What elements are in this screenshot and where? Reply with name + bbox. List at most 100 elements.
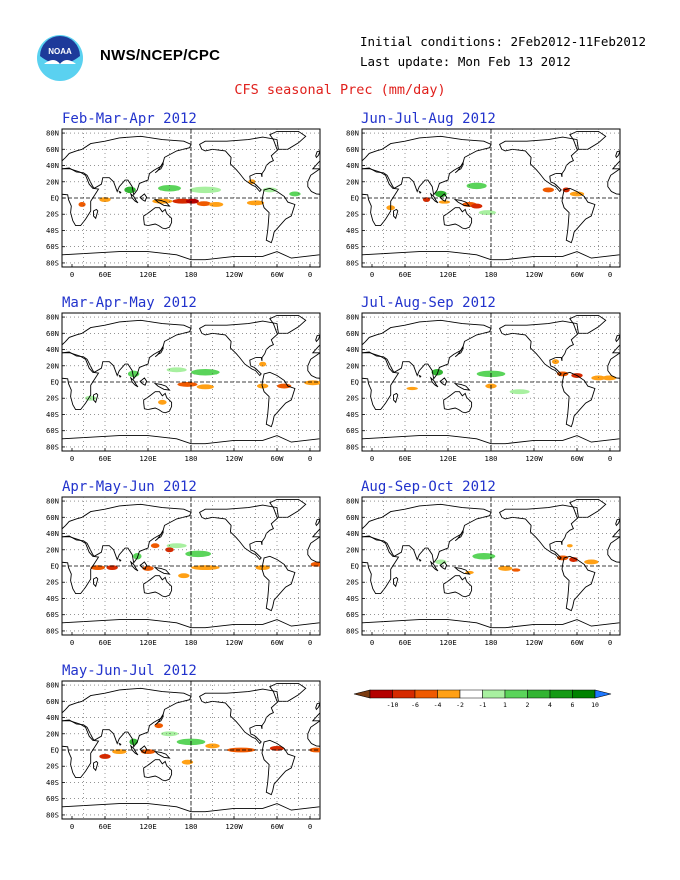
lon-tick-label: 180 [185,822,198,831]
lon-tick-label: 0 [308,270,312,279]
initial-conditions: Initial conditions: 2Feb2012-11Feb2012 [360,34,646,49]
coastline [607,536,620,563]
precip-anomaly-area [124,186,136,194]
lon-tick-label: 120W [225,454,243,463]
precip-anomaly-area [132,553,142,560]
lon-tick-label: 60W [271,270,285,279]
coastline [62,135,192,196]
precip-anomaly-area [438,200,451,204]
coastline [62,319,192,380]
coastline [307,720,320,747]
coastline [615,518,620,527]
lat-tick-label: 60S [46,426,59,435]
coastline [118,558,122,562]
colorbar-swatch [549,689,573,699]
coastline [154,344,164,358]
precip-anomaly-area [509,389,530,395]
coastline [62,720,100,779]
coastline [129,376,139,388]
lon-tick-label: 120E [439,638,456,647]
lat-tick-label: 80N [346,497,359,506]
precip-anomaly-area [435,190,447,198]
coastline [439,193,448,202]
coastline [269,682,307,702]
colorbar-swatch [414,689,438,699]
precip-anomaly-area [262,187,277,193]
lon-tick-label: 60W [571,270,585,279]
lon-tick-label: 120E [439,454,456,463]
coastline [607,352,620,379]
precip-anomaly-area [269,745,285,751]
coastline [118,742,122,746]
lon-tick-label: 120W [225,822,243,831]
coastline [439,561,448,570]
coastline [139,745,148,754]
precip-anomaly-area [511,568,521,572]
coastline [62,352,100,411]
coastline [561,187,596,244]
lon-tick-label: 60E [99,822,112,831]
lat-tick-label: 40N [346,529,359,538]
coastline [93,760,99,772]
precip-anomaly-area [196,201,212,207]
coastline [454,528,464,542]
coastline [62,168,100,227]
coastline [307,536,320,563]
coastline [269,130,307,150]
lon-tick-label: 120W [225,638,243,647]
precip-anomaly-area [310,561,320,567]
precip-anomaly-area [602,375,617,381]
coastline [454,160,464,174]
lat-tick-label: 40S [346,594,359,603]
coastline [315,334,320,343]
lon-tick-label: 60W [271,454,285,463]
coastline [261,187,296,244]
precip-anomaly-area [191,565,220,571]
lon-tick-label: 0 [608,454,612,463]
map-panel-aso: 80N 60N 40N 20N EQ 20S 40S 60S 80S 0 60E 120E 180 120… [330,494,630,649]
lat-tick-label: 20N [46,177,59,186]
map-panel-amj: 80N 60N 40N 20N EQ 20S 40S 60S 80S 0 60E 120E 180 120… [30,494,330,649]
precip-anomaly-area [226,747,256,753]
precip-anomaly-area [435,559,447,565]
lat-tick-label: 80N [46,129,59,138]
coastline [418,190,422,194]
lat-tick-label: 20S [46,210,59,219]
lon-tick-label: 0 [70,270,74,279]
precip-anomaly-area [289,191,301,197]
precip-anomaly-area [191,369,220,376]
colorbar-label: -6 [411,701,419,709]
coastline [269,314,307,334]
lon-tick-label: 0 [370,638,374,647]
coastline [118,374,122,378]
colorbar-arrow-left [353,689,371,699]
precip-anomaly-area [569,557,578,562]
lon-tick-label: 60E [399,638,412,647]
coastline [315,702,320,711]
lon-tick-label: 60W [571,638,585,647]
lon-tick-label: 120W [225,270,243,279]
coastline [153,382,171,391]
coastline [315,150,320,159]
coastline [129,560,139,572]
lat-tick-label: 40N [46,529,59,538]
coastline [561,371,596,428]
lat-tick-label: 80N [46,681,59,690]
lat-tick-label: 60S [46,610,59,619]
lon-tick-label: 180 [185,454,198,463]
coastline [154,712,164,726]
panel-title-jja: Jun-Jul-Aug 2012 [361,111,496,127]
precip-anomaly-area [158,399,167,405]
lon-tick-label: 120E [139,454,156,463]
lat-tick-label: 60N [46,329,59,338]
map-panel-jja: 80N 60N 40N 20N EQ 20S 40S 60S 80S 0 60E 120E 180 120… [330,126,630,281]
lat-tick-label: 60N [46,513,59,522]
precip-anomaly-area [166,543,187,549]
lon-tick-label: 120E [139,270,156,279]
coastline [269,498,307,518]
coastline [261,739,296,796]
coastline [418,374,422,378]
panel-title-fma: Feb-Mar-Apr 2012 [62,111,197,127]
coastline [393,392,399,404]
lat-tick-label: 20S [346,394,359,403]
